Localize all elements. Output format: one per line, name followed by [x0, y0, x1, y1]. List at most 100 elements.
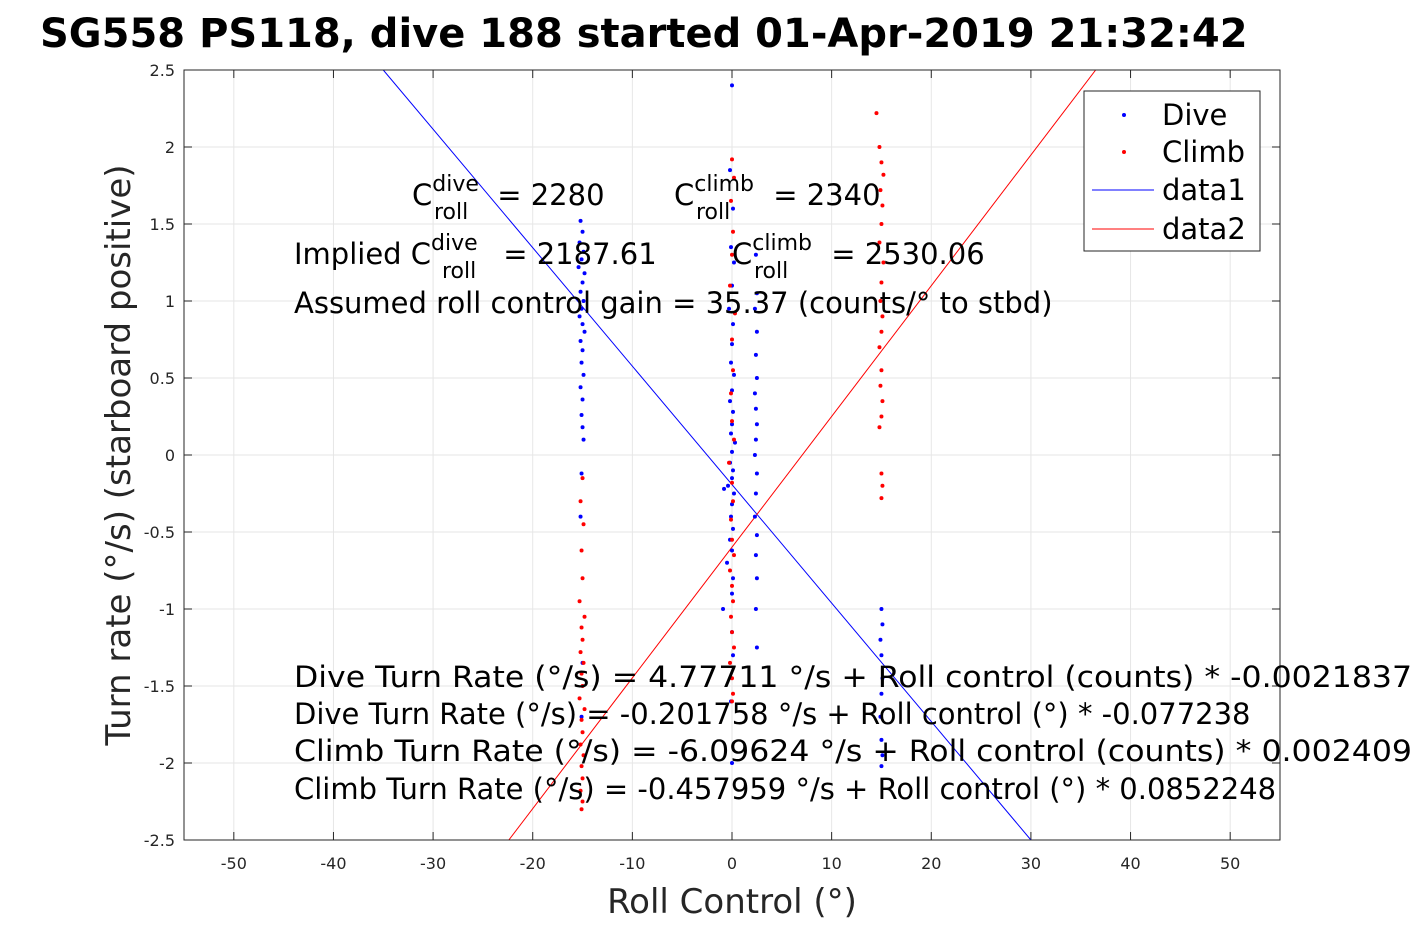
climb-point [579, 548, 584, 553]
dive-point [729, 360, 734, 365]
y-tick-label: -2 [159, 754, 175, 773]
implied-c-roll-climb-superscript: climb [752, 231, 812, 256]
dive-point [578, 289, 583, 294]
climb-point [729, 517, 734, 522]
dive-point [731, 491, 736, 496]
dive-point [753, 406, 758, 411]
x-tick-label: 0 [727, 854, 737, 873]
climb-point [730, 599, 735, 604]
climb-point [581, 660, 586, 665]
climb-point [880, 483, 885, 488]
implied-c-roll-dive-value: = 2187.61 [494, 237, 657, 271]
plot-frame [183, 69, 1281, 841]
legend-data2-label: data2 [1162, 212, 1246, 246]
c-roll-climb-subscript: roll [696, 200, 730, 225]
dive-point [579, 306, 584, 311]
y-tick-label: 2.5 [150, 61, 175, 80]
climb-point [577, 599, 582, 604]
dive-point [731, 372, 736, 377]
x-axis-ticks: -50 -40 -30 -20 -10 0 10 20 30 40 50 [221, 70, 1240, 873]
dive-point [880, 622, 885, 627]
climb-point [874, 111, 879, 116]
climb-point [881, 260, 886, 265]
climb-point [877, 425, 882, 430]
climb-point [877, 345, 882, 350]
climb-point [879, 496, 884, 501]
climb-point [879, 222, 884, 226]
implied-c-roll-dive-subscript: roll [442, 259, 476, 284]
dive-point [753, 491, 758, 496]
series-group [382, 70, 1097, 840]
dive-point [730, 449, 734, 454]
climb-point [579, 807, 584, 812]
dive-point [754, 422, 759, 427]
dive-point [578, 339, 583, 344]
dive-point [753, 553, 758, 558]
dive-point [580, 322, 585, 327]
dive-point [577, 240, 582, 245]
climb-point [878, 188, 883, 193]
dive-point [730, 468, 735, 473]
climb-point [577, 696, 582, 701]
dive-point [729, 245, 734, 250]
implied-c-roll-prefix: Implied C [294, 237, 431, 271]
dive-point [730, 422, 734, 427]
climb-point [880, 399, 885, 404]
climb-point [579, 764, 584, 769]
dive-point [578, 514, 583, 519]
dive-point [580, 348, 585, 353]
climb-point [582, 614, 587, 619]
climb-point [880, 314, 885, 319]
dive-fit-counts-annotation: Dive Turn Rate (°/s) = 4.77711 °/s + Rol… [294, 660, 1412, 694]
climb-point [878, 299, 883, 303]
x-axis-label: Roll Control (°) [607, 882, 857, 922]
climb-point [881, 172, 886, 177]
dive-point [754, 329, 759, 334]
climb-point [729, 614, 734, 619]
dive-point [576, 265, 581, 270]
dive-point [730, 653, 735, 658]
dive-point [730, 761, 734, 765]
climb-point [730, 499, 735, 504]
dive-point [578, 385, 583, 390]
dive-point [722, 486, 727, 491]
legend-box [1083, 90, 1261, 252]
dive-point [728, 168, 733, 173]
dive-point [580, 397, 585, 402]
dive-point [581, 299, 586, 303]
dive-point [752, 514, 757, 519]
climb-point [731, 175, 736, 180]
dive-point [878, 714, 883, 719]
dive-point [730, 502, 734, 507]
dive-point [879, 607, 884, 611]
data2-fit-line [508, 70, 1097, 840]
dive-point [879, 691, 884, 696]
climb-point [578, 499, 583, 504]
climb-point [580, 799, 585, 804]
dive-point [582, 329, 587, 334]
y-tick-label: -1 [159, 600, 175, 619]
legend-climb-marker [1122, 150, 1126, 154]
climb-point [731, 437, 736, 442]
c-roll-dive-base: C [412, 178, 432, 212]
legend: Dive Climb data1 data2 [1083, 90, 1261, 252]
climb-point [879, 329, 884, 334]
dive-point [880, 753, 885, 758]
dive-point [581, 372, 586, 377]
climb-point [582, 707, 587, 712]
dive-point [879, 737, 884, 742]
y-tick-label: 2 [165, 138, 175, 157]
implied-c-roll-climb-subscript: roll [754, 259, 788, 284]
climb-point [728, 660, 733, 665]
climb-fit-degrees-annotation: Climb Turn Rate (°/s) = -0.457959 °/s + … [294, 772, 1276, 806]
dive-point [752, 306, 757, 311]
dive-point [754, 576, 759, 581]
y-tick-label: 1 [165, 292, 175, 311]
climb-point [581, 753, 586, 758]
climb-point [878, 383, 883, 388]
dive-point [730, 591, 734, 596]
dive-point [754, 471, 759, 476]
climb-point [730, 583, 734, 588]
dive-point [579, 412, 584, 417]
